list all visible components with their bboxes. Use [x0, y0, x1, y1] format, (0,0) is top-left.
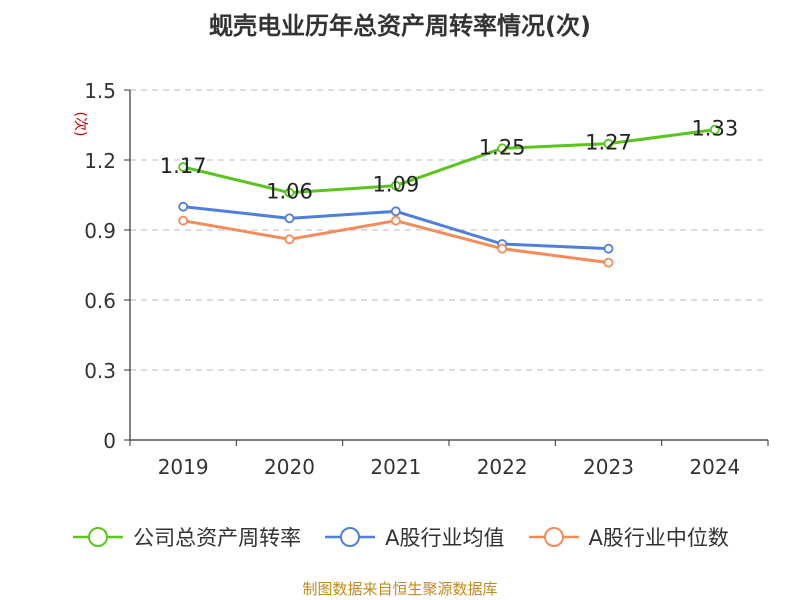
data-point	[284, 187, 295, 198]
y-tick-label: 1.5	[84, 79, 116, 103]
y-tick-label: 0.9	[84, 219, 116, 243]
y-tick-label: 0	[103, 429, 116, 453]
data-label: 1.09	[372, 173, 419, 197]
data-point	[178, 162, 189, 172]
legend-item-1[interactable]: A股行业均值	[323, 522, 505, 552]
legend-item-2[interactable]: A股行业中位数	[527, 522, 729, 552]
y-tick-label: 0.3	[84, 359, 116, 383]
y-tick-label: 0.6	[84, 289, 116, 313]
legend-marker	[88, 527, 109, 547]
x-tick-label: 2021	[370, 455, 421, 479]
legend-marker	[543, 527, 564, 547]
legend: 公司总资产周转率 A股行业均值 A股行业中位数	[0, 520, 800, 554]
data-label: 1.06	[266, 180, 313, 204]
x-tick-label: 2024	[689, 455, 740, 479]
data-point	[390, 180, 401, 191]
legend-line-marker-icon	[325, 527, 376, 547]
data-labels: 1.17 1.06 1.09 1.25 1.27 1.33	[160, 117, 738, 204]
data-point	[178, 215, 189, 226]
data-label: 1.17	[160, 154, 207, 178]
x-tick-label: 2020	[264, 455, 315, 479]
data-point	[284, 213, 295, 224]
data-point	[709, 124, 720, 135]
y-tick-label: 1.2	[84, 149, 116, 173]
legend-label: A股行业均值	[385, 526, 505, 550]
gridlines	[130, 89, 768, 371]
x-tick-label: 2023	[583, 455, 634, 479]
series	[178, 124, 720, 268]
legend-label: A股行业中位数	[588, 526, 729, 550]
axes: 0 0.3 0.6 0.9 1.2 1.5 2019 2020 2021 2022 2023 2024	[84, 79, 769, 479]
series-line	[182, 219, 609, 265]
data-point	[603, 257, 614, 268]
y-axis-label: (次)	[72, 112, 88, 137]
series-0	[178, 124, 720, 198]
series-2	[178, 215, 614, 268]
data-label: 1.25	[479, 135, 526, 159]
data-point	[497, 143, 508, 154]
data-label: 1.33	[691, 117, 738, 141]
data-point	[284, 234, 295, 245]
legend-label: 公司总资产周转率	[133, 526, 302, 550]
data-point	[603, 138, 614, 149]
source-note: 制图数据来自恒生聚源数据库	[302, 580, 498, 598]
data-point	[390, 215, 401, 226]
legend-marker	[340, 527, 361, 547]
legend-line-marker-icon	[528, 527, 579, 547]
data-point	[390, 206, 401, 217]
legend-line-marker-icon	[73, 527, 124, 547]
data-point	[603, 243, 614, 254]
series-1	[178, 201, 614, 254]
x-tick-label: 2019	[158, 455, 209, 479]
series-line	[182, 128, 716, 195]
chart-title: 蚬壳电业历年总资产周转率情况(次)	[209, 12, 591, 40]
legend-item-0[interactable]: 公司总资产周转率	[71, 522, 301, 552]
data-point	[497, 243, 508, 254]
x-tick-label: 2022	[477, 455, 528, 479]
data-label: 1.27	[585, 131, 632, 155]
data-point	[178, 201, 189, 212]
